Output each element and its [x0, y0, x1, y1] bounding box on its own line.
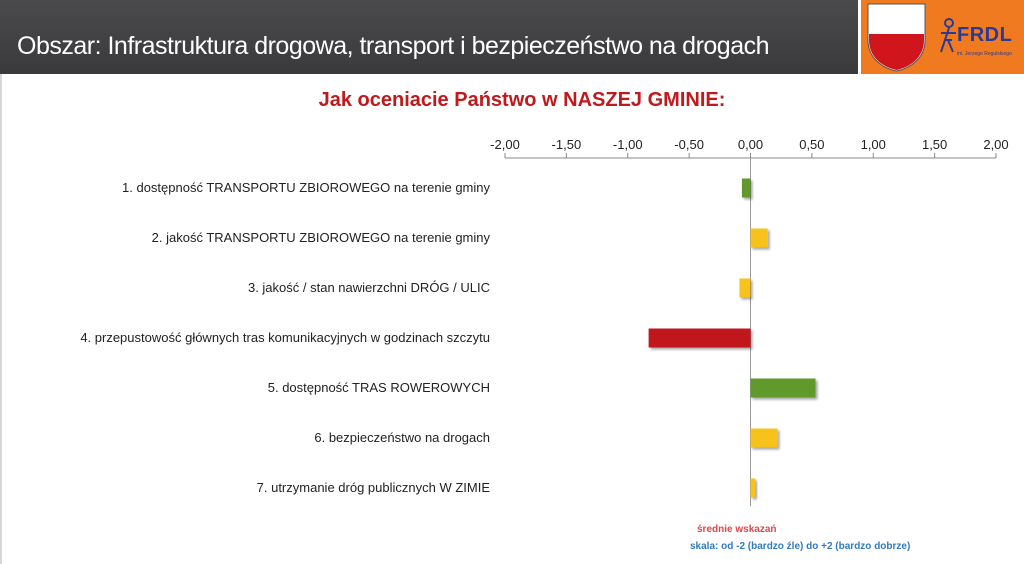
category-label: 5. dostępność TRAS ROWEROWYCH [267, 380, 490, 395]
chart-note-scale: skala: od -2 (bardzo źle) do +2 (bardzo … [690, 541, 911, 552]
category-label: 4. przepustowość głównych tras komunikac… [80, 330, 490, 345]
bar [750, 478, 756, 498]
bar [750, 228, 768, 248]
x-tick-label: -1,50 [552, 137, 582, 152]
x-tick-label: 0,00 [738, 137, 763, 152]
bar [648, 328, 751, 348]
category-label: 1. dostępność TRANSPORTU ZBIOROWEGO na t… [122, 180, 490, 195]
x-tick-label: -2,00 [490, 137, 520, 152]
person-icon [940, 18, 956, 53]
brand-logo: FRDL im. Jerzego Regulskiego [861, 0, 1024, 74]
category-label: 2. jakość TRANSPORTU ZBIOROWEGO na teren… [151, 230, 490, 245]
chart-title: Jak oceniacie Państwo w NASZEJ GMINIE: [318, 89, 726, 111]
category-label: 6. bezpieczeństwo na drogach [314, 430, 490, 445]
header-bar: Obszar: Infrastruktura drogowa, transpor… [0, 0, 858, 74]
bar [750, 428, 778, 448]
page-title: Obszar: Infrastruktura drogowa, transpor… [17, 32, 770, 60]
x-tick-label: -0,50 [674, 137, 704, 152]
chart-note-average: średnie wskazań [697, 524, 777, 535]
x-tick-label: 1,50 [922, 137, 947, 152]
category-label: 3. jakość / stan nawierzchni DRÓG / ULIC [247, 280, 490, 295]
x-tick-label: 0,50 [799, 137, 824, 152]
brand-name: FRDL [957, 24, 1013, 46]
brand-subtitle: im. Jerzego Regulskiego [957, 51, 1012, 57]
bar [739, 278, 751, 298]
bar [750, 378, 816, 398]
x-tick-label: 1,00 [861, 137, 886, 152]
bar [741, 178, 751, 198]
coat-of-arms-icon [867, 3, 956, 72]
x-tick-label: 2,00 [983, 137, 1008, 152]
category-label: 7. utrzymanie dróg publicznych W ZIMIE [256, 480, 490, 495]
x-tick-label: -1,00 [613, 137, 643, 152]
divider [0, 74, 2, 564]
